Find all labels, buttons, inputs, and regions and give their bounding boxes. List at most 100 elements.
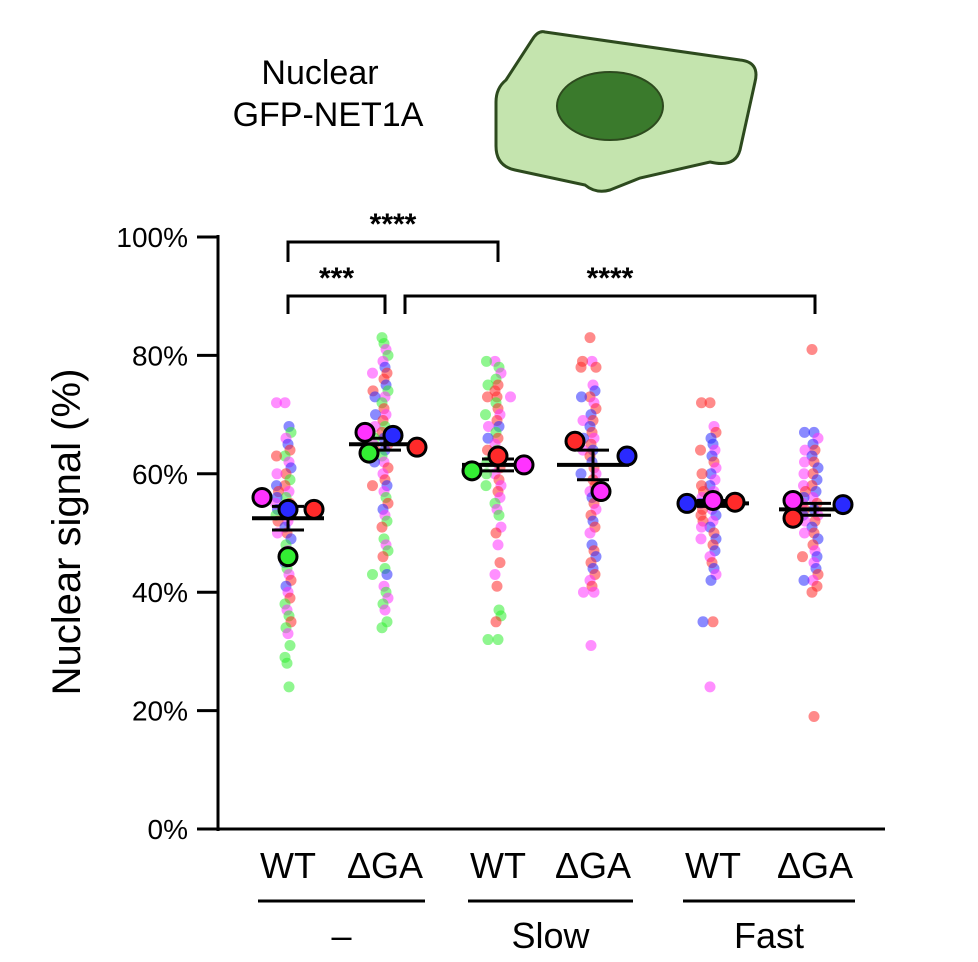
title-line-2: GFP-NET1A bbox=[233, 96, 424, 134]
group-label: – bbox=[331, 915, 351, 956]
category-labels: WT ΔGA WT ΔGA WT ΔGA bbox=[260, 845, 853, 886]
y-tick-label: 80% bbox=[132, 340, 188, 371]
replicate-mean-magenta bbox=[702, 489, 724, 511]
replicate-mean-green bbox=[358, 442, 380, 464]
group-label: Fast bbox=[734, 915, 804, 956]
significance-label: **** bbox=[370, 208, 417, 241]
mean-sem-bars bbox=[252, 436, 851, 532]
data-point bbox=[271, 468, 283, 480]
y-tick-label: 0% bbox=[148, 814, 188, 845]
data-point bbox=[284, 639, 296, 651]
replicate-mean-red bbox=[782, 507, 804, 529]
data-point bbox=[367, 568, 378, 580]
data-point bbox=[381, 568, 393, 580]
data-points bbox=[270, 332, 824, 723]
replicate-mean-magenta bbox=[251, 486, 273, 508]
data-point bbox=[493, 509, 505, 521]
replicate-means bbox=[251, 421, 854, 568]
category-label: ΔGA bbox=[555, 845, 631, 886]
significance-bracket bbox=[286, 240, 500, 262]
replicate-mean-magenta bbox=[782, 489, 804, 511]
significance-label: **** bbox=[587, 262, 634, 295]
replicate-mean-red bbox=[724, 491, 746, 513]
data-point bbox=[376, 622, 388, 634]
data-point bbox=[695, 533, 707, 545]
group-label: Slow bbox=[511, 915, 590, 956]
data-point bbox=[370, 409, 381, 421]
data-point bbox=[696, 521, 707, 533]
data-point bbox=[798, 574, 810, 586]
data-point bbox=[279, 397, 291, 409]
y-tick-label: 20% bbox=[132, 696, 188, 727]
data-point bbox=[707, 616, 719, 628]
data-point bbox=[480, 409, 491, 421]
replicate-mean-red bbox=[303, 498, 325, 520]
data-point bbox=[806, 343, 818, 355]
replicate-mean-magenta bbox=[354, 421, 376, 443]
data-point bbox=[505, 391, 516, 403]
data-point bbox=[696, 397, 707, 409]
data-point bbox=[808, 711, 820, 723]
data-point bbox=[799, 426, 810, 438]
data-point bbox=[492, 539, 504, 551]
data-point bbox=[588, 586, 600, 598]
replicate-mean-blue bbox=[832, 494, 854, 516]
replicate-mean-green bbox=[461, 460, 483, 482]
data-point bbox=[697, 616, 709, 628]
data-point bbox=[376, 521, 388, 533]
replicate-mean-red bbox=[487, 445, 509, 467]
replicate-mean-blue bbox=[676, 492, 698, 514]
category-label: WT bbox=[685, 845, 741, 886]
replicate-mean-red bbox=[564, 430, 586, 452]
replicate-mean-magenta bbox=[590, 481, 612, 503]
data-point bbox=[704, 397, 716, 409]
chart-axes: 0% 20% 40% 60% 80% 100% bbox=[116, 222, 885, 845]
y-tick-label: 40% bbox=[132, 577, 188, 608]
data-point bbox=[271, 450, 282, 462]
title-line-1: Nuclear bbox=[261, 54, 378, 92]
data-point bbox=[578, 586, 589, 598]
data-point bbox=[491, 580, 503, 592]
category-label: ΔGA bbox=[347, 845, 423, 886]
data-point bbox=[695, 444, 706, 456]
replicate-mean-red bbox=[406, 436, 428, 458]
data-point bbox=[367, 480, 378, 492]
data-point bbox=[494, 557, 506, 569]
data-point bbox=[281, 657, 293, 669]
data-point bbox=[696, 468, 708, 480]
data-point bbox=[575, 468, 587, 480]
replicate-mean-green bbox=[277, 546, 299, 568]
data-point bbox=[584, 332, 596, 344]
significance-bracket bbox=[286, 294, 387, 314]
replicate-mean-magenta bbox=[513, 454, 535, 476]
category-label: ΔGA bbox=[777, 845, 853, 886]
data-point bbox=[585, 639, 597, 651]
data-point bbox=[379, 604, 391, 616]
data-point bbox=[271, 397, 282, 409]
data-point bbox=[482, 391, 493, 403]
data-point bbox=[799, 527, 810, 539]
data-point bbox=[483, 420, 494, 432]
data-point bbox=[704, 681, 716, 693]
data-point bbox=[489, 568, 501, 580]
replicate-mean-blue bbox=[277, 498, 299, 520]
y-axis-ticks: 0% 20% 40% 60% 80% 100% bbox=[116, 222, 218, 845]
significance-brackets: ******* **** bbox=[286, 208, 817, 314]
replicate-mean-blue bbox=[382, 424, 404, 446]
data-point bbox=[283, 681, 295, 693]
replicate-mean-blue bbox=[616, 445, 638, 467]
data-point bbox=[705, 574, 717, 586]
data-point bbox=[481, 355, 492, 367]
data-point bbox=[282, 628, 294, 640]
data-point bbox=[590, 361, 602, 373]
data-point bbox=[490, 616, 502, 628]
y-axis-label: Nuclear signal (%) bbox=[45, 369, 89, 696]
data-point bbox=[797, 551, 808, 563]
category-label: WT bbox=[470, 845, 526, 886]
data-point bbox=[377, 551, 389, 563]
data-point bbox=[799, 456, 810, 468]
nucleus-illustration bbox=[556, 71, 664, 141]
significance-label: *** bbox=[319, 262, 354, 295]
data-point bbox=[806, 586, 818, 598]
